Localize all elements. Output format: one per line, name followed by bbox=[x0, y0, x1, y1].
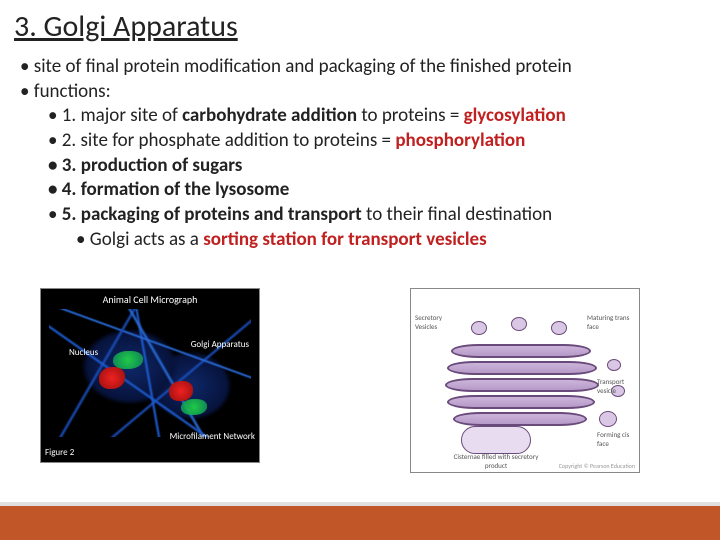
golgi-label: Golgi Apparatus bbox=[191, 339, 249, 350]
f1-text-a: 1. major site of bbox=[62, 104, 182, 127]
cisterna-sac bbox=[447, 361, 597, 375]
nucleus-label: Nucleus bbox=[69, 347, 98, 358]
f2-text-a: 2. site for phosphate addition to protei… bbox=[62, 129, 396, 152]
diagram-forming-label: Forming cis face bbox=[597, 430, 637, 448]
large-cisterna bbox=[461, 426, 531, 454]
golgi-blob-2 bbox=[181, 399, 207, 415]
golgi-diagram-image: Secretory Vesicles Maturing trans face T… bbox=[410, 288, 640, 473]
cisterna-sac bbox=[445, 378, 599, 392]
cisterna-sac bbox=[451, 344, 591, 358]
nucleus-blob-1 bbox=[99, 367, 125, 389]
image-row: Animal Cell Micrograph Nucleus Golgi App… bbox=[40, 288, 640, 473]
micrograph-image: Animal Cell Micrograph Nucleus Golgi App… bbox=[40, 288, 260, 463]
f1-text-c: to proteins = bbox=[357, 104, 464, 127]
diagram-cisternae-label: Cisternae filled with secretory product bbox=[451, 452, 541, 470]
diagram-transport-label: Transport vesicle bbox=[597, 377, 637, 395]
function-6: Golgi acts as a sorting station for tran… bbox=[14, 228, 706, 253]
function-1: 1. major site of carbohydrate addition t… bbox=[14, 104, 706, 129]
copyright-label: Copyright © Pearson Education bbox=[559, 462, 635, 470]
function-3: 3. production of sugars bbox=[14, 154, 706, 179]
vesicle-icon bbox=[599, 411, 617, 427]
function-2: 2. site for phosphate addition to protei… bbox=[14, 129, 706, 154]
f1-bold: carbohydrate addition bbox=[182, 104, 357, 127]
f6-term: sorting station for transport vesicles bbox=[203, 228, 486, 251]
micrograph-fibers bbox=[49, 309, 251, 437]
content-body: site of final protein modification and p… bbox=[0, 51, 720, 253]
vesicle-icon bbox=[607, 359, 621, 371]
f5-text-b: to their final destination bbox=[362, 203, 552, 226]
micrograph-title: Animal Cell Micrograph bbox=[41, 293, 259, 306]
slide-footer-bar bbox=[0, 502, 720, 540]
vesicle-icon bbox=[551, 321, 567, 335]
vesicle-icon bbox=[471, 321, 487, 335]
diagram-maturing-label: Maturing trans face bbox=[587, 313, 637, 331]
diagram-secretory-label: Secretory Vesicles bbox=[415, 313, 465, 331]
slide-title: 3. Golgi Apparatus bbox=[0, 0, 720, 51]
f2-term: phosphorylation bbox=[395, 129, 525, 152]
functions-label: functions: bbox=[14, 80, 706, 105]
network-label: Microfilament Network bbox=[170, 431, 255, 442]
figure-label: Figure 2 bbox=[45, 447, 74, 458]
function-4: 4. formation of the lysosome bbox=[14, 178, 706, 203]
cisterna-sac bbox=[447, 395, 595, 409]
nucleus-blob-2 bbox=[169, 381, 193, 401]
intro-line: site of final protein modification and p… bbox=[14, 55, 706, 80]
function-5: 5. packaging of proteins and transport t… bbox=[14, 203, 706, 228]
vesicle-icon bbox=[511, 317, 527, 331]
cisterna-sac bbox=[453, 412, 587, 426]
f5-bold: 5. packaging of proteins and transport bbox=[62, 203, 362, 226]
f1-term: glycosylation bbox=[464, 104, 566, 127]
f6-text-a: Golgi acts as a bbox=[90, 228, 203, 251]
golgi-blob-1 bbox=[113, 351, 143, 369]
